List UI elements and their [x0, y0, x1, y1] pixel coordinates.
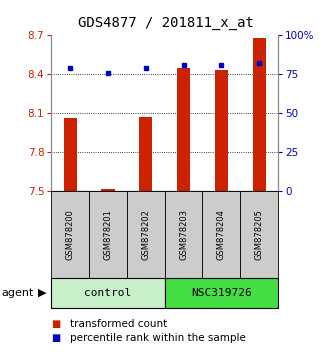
Bar	[253, 38, 266, 191]
Bar	[240, 191, 278, 278]
Bar	[177, 68, 190, 191]
Text: GSM878203: GSM878203	[179, 209, 188, 260]
Text: GDS4877 / 201811_x_at: GDS4877 / 201811_x_at	[77, 16, 254, 30]
Bar	[203, 191, 240, 278]
Bar	[101, 189, 115, 191]
Bar	[127, 191, 165, 278]
Bar	[51, 278, 165, 308]
Text: NSC319726: NSC319726	[191, 288, 252, 298]
Text: transformed count: transformed count	[70, 319, 167, 329]
Text: ■: ■	[51, 333, 61, 343]
Text: agent: agent	[2, 288, 34, 298]
Text: GSM878201: GSM878201	[104, 209, 113, 260]
Bar	[89, 191, 127, 278]
Bar	[139, 117, 152, 191]
Text: control: control	[84, 288, 132, 298]
Text: percentile rank within the sample: percentile rank within the sample	[70, 333, 245, 343]
Text: GSM878204: GSM878204	[217, 209, 226, 260]
Text: GSM878205: GSM878205	[255, 209, 264, 260]
Text: GSM878202: GSM878202	[141, 209, 150, 260]
Text: ■: ■	[51, 319, 61, 329]
Text: ▶: ▶	[38, 288, 47, 298]
Bar	[64, 119, 77, 191]
Bar	[215, 70, 228, 191]
Bar	[165, 191, 203, 278]
Bar	[165, 278, 278, 308]
Text: GSM878200: GSM878200	[66, 209, 75, 260]
Bar	[51, 191, 89, 278]
